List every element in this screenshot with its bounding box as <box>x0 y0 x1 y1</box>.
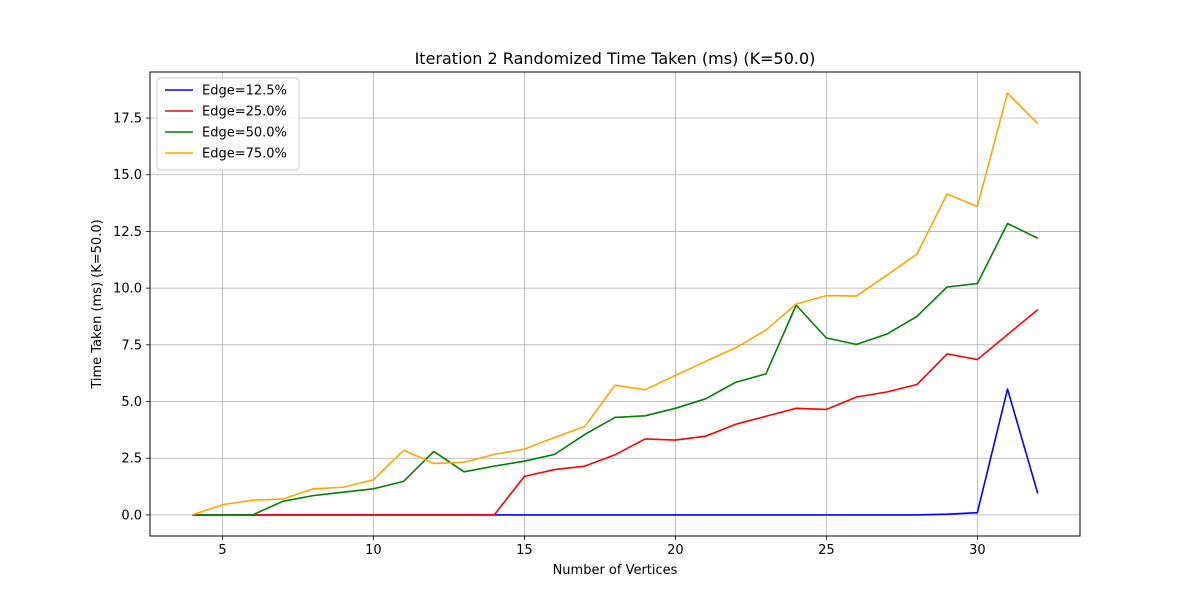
plot-frame <box>149 71 1081 537</box>
y-tick-label: 7.5 <box>121 338 142 353</box>
y-tick-label: 15.0 <box>113 168 142 183</box>
series-lines <box>192 92 1039 516</box>
y-tick-label: 0.0 <box>121 508 142 523</box>
chart-title: Iteration 2 Randomized Time Taken (ms) (… <box>415 49 816 68</box>
y-tick-label: 10.0 <box>113 282 142 297</box>
x-tick-label: 10 <box>365 543 382 558</box>
legend-label-1: Edge=12.5% <box>202 84 287 99</box>
x-tick-label: 5 <box>218 543 226 558</box>
x-axis-title: Number of Vertices <box>553 563 678 578</box>
y-axis-title: Time Taken (ms) (K=50.0) <box>90 219 105 389</box>
legend-label-3: Edge=50.0% <box>202 126 287 141</box>
x-tick-label: 20 <box>667 543 684 558</box>
legend-label-2: Edge=25.0% <box>202 105 287 120</box>
y-tick-label: 12.5 <box>113 225 142 240</box>
series-line-4 <box>192 92 1039 516</box>
legend: Edge=12.5% Edge=25.0% Edge=50.0% Edge=75.0% <box>156 77 300 171</box>
x-tick-label: 25 <box>818 543 835 558</box>
series-line-2 <box>192 309 1039 516</box>
legend-box <box>156 77 300 171</box>
x-tick-label: 15 <box>516 543 533 558</box>
y-tick-label: 17.5 <box>113 112 142 127</box>
legend-label-4: Edge=75.0% <box>202 147 287 162</box>
x-tick-label: 30 <box>969 543 986 558</box>
axis-ticks: 5 10 15 20 25 30 0.0 2.5 5.0 7.5 10.0 12.5 15.0 17.5 <box>113 112 986 558</box>
y-tick-label: 5.0 <box>121 395 142 410</box>
y-tick-label: 2.5 <box>121 452 142 467</box>
series-line-3 <box>192 222 1039 516</box>
